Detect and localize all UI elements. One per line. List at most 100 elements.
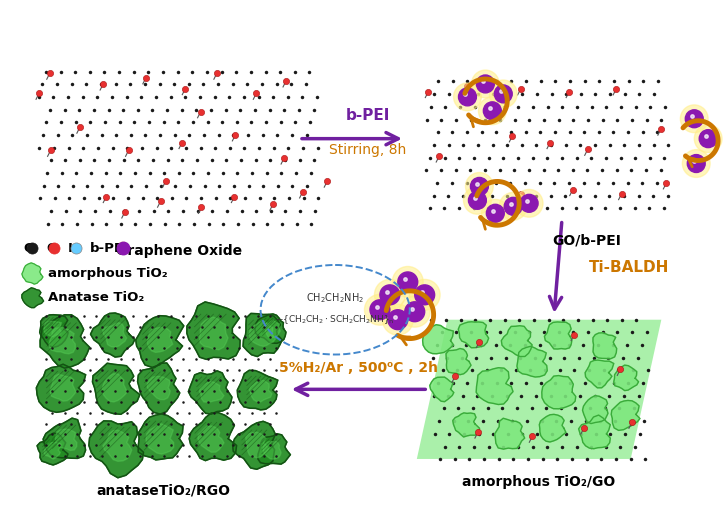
Polygon shape [495,418,525,449]
Circle shape [392,267,423,297]
Circle shape [483,102,502,120]
Circle shape [117,242,129,254]
Circle shape [687,154,705,172]
Polygon shape [103,374,127,402]
Polygon shape [582,396,608,424]
Circle shape [405,302,424,321]
Polygon shape [542,376,576,409]
Polygon shape [245,432,269,458]
Polygon shape [612,401,640,431]
Polygon shape [579,415,610,448]
Polygon shape [44,321,61,337]
Circle shape [370,300,390,320]
Polygon shape [249,380,272,402]
Circle shape [489,80,517,108]
Circle shape [494,85,513,103]
Polygon shape [453,413,480,437]
Polygon shape [255,314,286,343]
Circle shape [685,110,703,128]
Polygon shape [409,82,685,216]
Polygon shape [199,382,224,402]
Polygon shape [614,365,638,391]
Polygon shape [103,323,127,347]
Circle shape [409,279,440,310]
Circle shape [515,189,543,217]
Circle shape [454,83,481,111]
Polygon shape [476,368,513,405]
Circle shape [465,172,494,200]
Polygon shape [187,302,240,359]
Circle shape [365,295,395,325]
Polygon shape [49,328,76,354]
Polygon shape [189,371,232,414]
Polygon shape [517,346,547,377]
Polygon shape [44,442,61,459]
Text: amorphous TiO₂/GO: amorphous TiO₂/GO [462,475,616,489]
Text: b-PEI: b-PEI [90,241,129,255]
Polygon shape [22,288,44,308]
Text: Stirring, 8h: Stirring, 8h [329,143,407,157]
Polygon shape [263,442,281,459]
Polygon shape [36,364,86,412]
Circle shape [388,310,408,330]
Circle shape [468,191,486,209]
Circle shape [415,285,435,305]
Polygon shape [502,326,532,356]
Circle shape [695,125,722,152]
Text: $\mathregular{-\{CH_2CH_2\cdot SCH_2CH_2NH\}_n}$: $\mathregular{-\{CH_2CH_2\cdot SCH_2CH_2… [275,314,395,326]
Circle shape [499,192,527,220]
Polygon shape [92,363,140,414]
Text: GO/b-PEI: GO/b-PEI [553,233,621,248]
Polygon shape [22,263,43,284]
Circle shape [459,88,476,106]
Polygon shape [459,322,488,348]
Polygon shape [423,325,454,354]
Circle shape [478,97,506,125]
Polygon shape [136,316,183,367]
Text: Ti-BALDH: Ti-BALDH [589,260,669,275]
Circle shape [681,105,708,133]
Text: anataseTiO₂/RGO: anataseTiO₂/RGO [96,484,230,498]
Polygon shape [585,360,614,388]
Polygon shape [148,327,173,353]
Polygon shape [593,333,617,359]
Polygon shape [258,434,290,464]
Polygon shape [40,315,68,347]
Polygon shape [138,363,180,414]
Text: C: C [24,241,33,255]
Polygon shape [417,320,661,459]
Polygon shape [243,314,282,357]
Circle shape [472,70,499,98]
Polygon shape [233,422,275,469]
Text: $\mathregular{CH_2CH_2NH_2}$: $\mathregular{CH_2CH_2NH_2}$ [306,291,364,305]
Text: Anatase TiO₂: Anatase TiO₂ [47,291,144,304]
Circle shape [699,130,717,148]
Polygon shape [50,374,76,401]
Text: amorphous TiO₂: amorphous TiO₂ [47,267,167,280]
Circle shape [481,199,509,227]
Text: Graphene Oxide: Graphene Oxide [116,243,242,258]
Polygon shape [237,370,278,410]
Circle shape [476,75,494,93]
Circle shape [382,304,414,335]
Circle shape [380,285,400,305]
Circle shape [397,272,418,292]
Polygon shape [55,429,77,451]
Polygon shape [90,313,135,357]
Polygon shape [265,320,280,338]
Circle shape [464,187,491,214]
Polygon shape [138,414,183,460]
Polygon shape [430,377,454,402]
Polygon shape [199,317,228,350]
Polygon shape [198,426,224,452]
Polygon shape [89,421,143,478]
Text: 5%H₂/Ar , 500⁰C , 2h: 5%H₂/Ar , 500⁰C , 2h [279,362,438,375]
Polygon shape [189,413,237,461]
Circle shape [505,197,522,215]
Polygon shape [146,424,174,454]
Text: b-PEI: b-PEI [346,108,390,123]
Circle shape [470,178,488,196]
Circle shape [374,279,405,310]
Circle shape [486,204,505,222]
Circle shape [521,194,538,212]
